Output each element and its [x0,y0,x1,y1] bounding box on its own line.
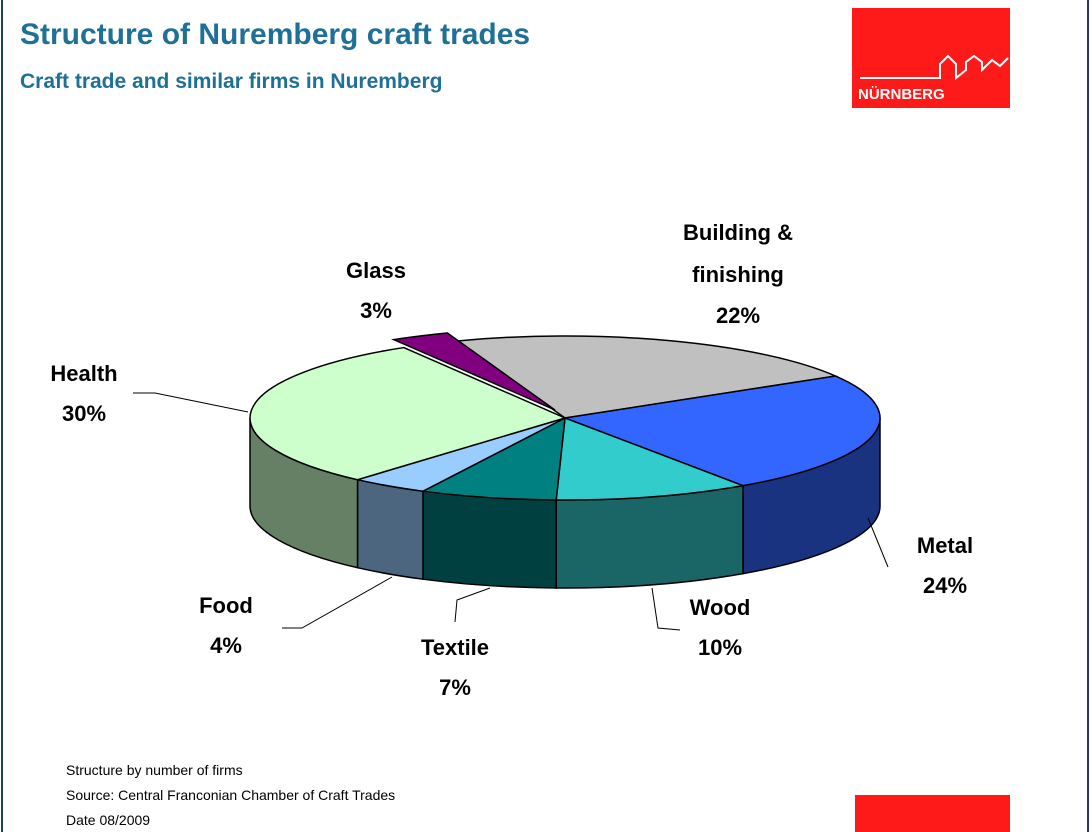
footer-bar [855,795,1010,832]
chart-title: Structure of Nuremberg craft trades [20,18,531,51]
slice-label: Glass 3% [296,251,456,331]
logo-skyline [860,54,1009,81]
value-label: 4% [210,633,242,658]
value-label: 24% [922,573,968,598]
category-label: Building & finishing [683,220,793,287]
leader-line [651,587,681,631]
leader-line [133,392,249,413]
logo-text: NÜRNBERG [858,86,945,103]
category-label: Wood [689,595,751,620]
notes: Structure by number of firms Source: Cen… [66,758,395,832]
pie-slice [391,332,556,411]
note: Source: Central Franconian Chamber of Cr… [66,787,396,803]
pie-slice [420,416,566,501]
pie-side [356,478,424,581]
pie-slice [562,375,881,487]
value-label: 10% [697,635,743,660]
slice-label: Building & finishing 22% [658,212,818,336]
note: Structure by number of firms [66,762,243,778]
category-label: Textile [420,635,490,660]
pie-side [555,484,744,589]
pie-slice [555,416,746,501]
category-label: Health [50,361,118,386]
category-label: Metal [916,533,974,558]
slice-label: Food 4% [146,586,306,666]
note: Date 08/2009 [66,812,151,828]
slice-label: Wood 10% [640,588,800,668]
value-label: 7% [439,675,471,700]
chart-subtitle: Craft trade and similar firms in Nurembe… [20,70,443,93]
leader-line [867,517,889,568]
pie [249,332,881,589]
slice-label: Health 30% [4,354,164,434]
leader-line [282,576,393,629]
slice-label: Metal 24% [865,526,1025,606]
value-label: 22% [715,303,761,328]
pie-slice [455,335,839,419]
pie-side [422,490,557,589]
category-label: Glass [346,258,406,283]
pie-slice [249,346,568,481]
category-label: Food [199,593,253,618]
value-label: 3% [360,298,392,323]
leader-lines [133,392,889,631]
value-label: 30% [61,401,107,426]
slice-label: Textile 7% [375,628,535,708]
logo-box [852,8,1010,108]
leader-line [454,587,491,623]
